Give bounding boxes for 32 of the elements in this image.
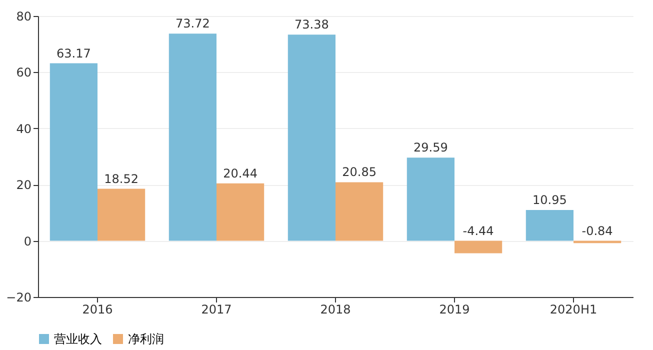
x-tick-label: 2018	[320, 302, 351, 316]
y-tick-label: 0	[24, 234, 32, 248]
data-label: -4.44	[462, 224, 494, 238]
data-label: 20.85	[342, 165, 376, 180]
bar	[288, 34, 336, 241]
data-label: 18.52	[104, 172, 138, 186]
data-label: 29.59	[414, 140, 448, 155]
data-label: 20.44	[223, 166, 258, 180]
data-label: 63.17	[56, 46, 91, 60]
bar	[526, 210, 574, 241]
bar	[406, 158, 454, 241]
data-label: -0.84	[582, 224, 613, 238]
bar	[216, 183, 264, 241]
y-tick-label: 20	[16, 178, 32, 192]
x-tick-label: 2019	[439, 302, 470, 316]
data-label: 73.72	[176, 16, 210, 31]
bar	[336, 182, 384, 241]
data-label: 73.38	[294, 18, 329, 32]
legend-label: 营业收入	[54, 332, 102, 346]
bar	[50, 63, 98, 241]
x-tick-label: 2016	[82, 302, 113, 316]
y-tick-label: 80	[16, 10, 32, 24]
y-tick-label: −20	[6, 290, 32, 304]
x-tick-label: 2017	[201, 302, 232, 316]
y-tick-label: 40	[16, 122, 32, 136]
bar	[454, 240, 502, 254]
legend-label: 净利润	[128, 332, 164, 346]
x-tick-label: 2020H1	[550, 302, 598, 316]
bar	[168, 34, 216, 241]
y-tick-label: 60	[16, 66, 32, 80]
bar	[98, 188, 146, 241]
data-label: 10.95	[532, 193, 567, 208]
